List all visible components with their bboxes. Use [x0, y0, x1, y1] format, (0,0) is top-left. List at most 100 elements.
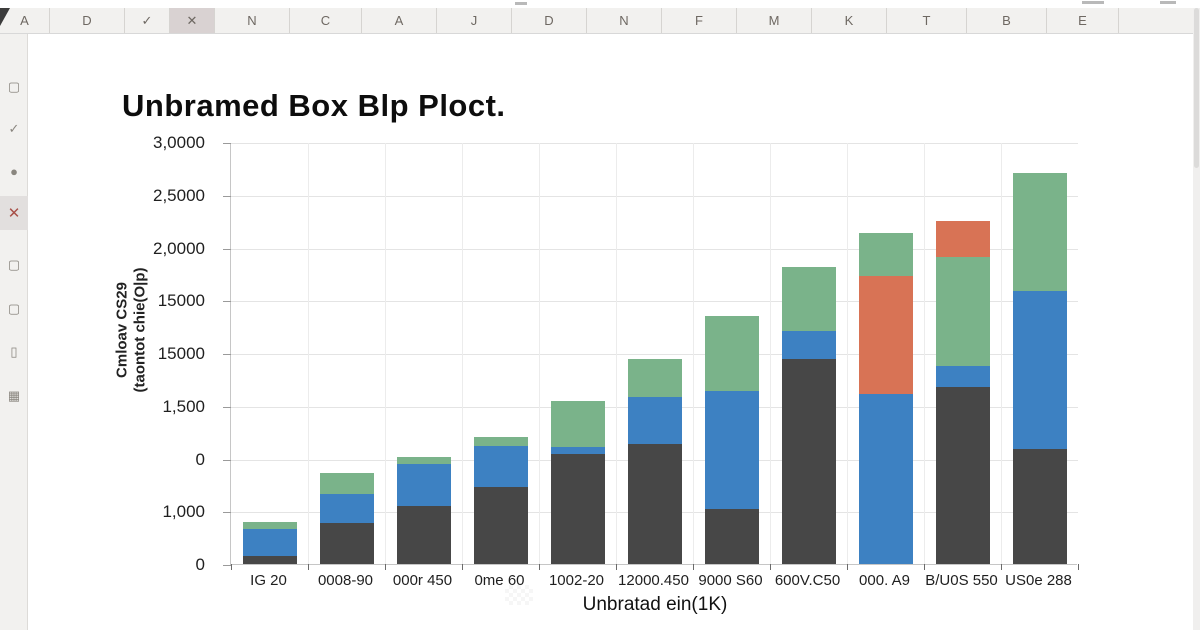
- x-tick-label: 000r 450: [392, 572, 453, 589]
- chart-plot-area: [223, 143, 1079, 570]
- select-all-corner[interactable]: [0, 8, 10, 26]
- stacked-bar[interactable]: [243, 521, 297, 564]
- stacked-bar[interactable]: [628, 358, 682, 564]
- bar-segment-blue[interactable]: [1013, 291, 1067, 449]
- column-header-b[interactable]: B: [967, 8, 1047, 33]
- column-header-m[interactable]: M: [737, 8, 812, 33]
- bar-segment-green[interactable]: [474, 437, 528, 446]
- column-header-a2[interactable]: A: [362, 8, 437, 33]
- column-header-c[interactable]: C: [290, 8, 362, 33]
- close-icon[interactable]: ✕: [0, 196, 28, 230]
- chart-title: Unbramed Box Blp Ploct.: [122, 88, 506, 123]
- top-edge-strip: [0, 0, 1200, 8]
- column-header-j[interactable]: J: [437, 8, 512, 33]
- vertical-scrollbar[interactable]: [1193, 8, 1200, 630]
- bar-segment-green[interactable]: [782, 267, 836, 331]
- stacked-bar[interactable]: [551, 400, 605, 564]
- bar-segment-dark[interactable]: [1013, 448, 1067, 564]
- gridline-vertical: [1001, 143, 1002, 565]
- x-tick-label: 000. A9: [859, 572, 910, 589]
- column-header-t[interactable]: T: [887, 8, 967, 33]
- column-header-d2[interactable]: D: [512, 8, 587, 33]
- bar-segment-green[interactable]: [243, 521, 297, 529]
- circle-icon[interactable]: ●: [10, 163, 18, 179]
- column-header-e-label: E: [1078, 13, 1087, 28]
- stacked-bar[interactable]: [782, 267, 836, 564]
- bar-segment-green[interactable]: [859, 233, 913, 276]
- column-header-k[interactable]: K: [812, 8, 887, 33]
- y-tick-label: 2,5000: [153, 186, 205, 205]
- accept-button[interactable]: ✓: [125, 8, 170, 33]
- bar-segment-blue[interactable]: [397, 464, 451, 507]
- bar-segment-blue[interactable]: [936, 365, 990, 387]
- bar-segment-green[interactable]: [936, 257, 990, 366]
- x-axis-tick: [231, 564, 232, 570]
- bar-segment-dark[interactable]: [474, 486, 528, 564]
- bar-segment-dark[interactable]: [397, 506, 451, 564]
- bar-segment-blue[interactable]: [705, 390, 759, 510]
- bar-segment-green[interactable]: [705, 316, 759, 391]
- x-axis-tick: [693, 564, 694, 570]
- bar-segment-green[interactable]: [397, 457, 451, 465]
- cancel-button[interactable]: ✕: [170, 8, 215, 33]
- bar-segment-dark[interactable]: [320, 523, 374, 564]
- y-tick-label: 2,0000: [153, 239, 205, 258]
- stacked-bar[interactable]: [936, 220, 990, 564]
- column-header-n1[interactable]: N: [215, 8, 290, 33]
- x-tick-label: 0008-90: [317, 572, 374, 589]
- column-header-n2[interactable]: N: [587, 8, 662, 33]
- grid-icon[interactable]: ▦: [7, 388, 21, 403]
- gridline-vertical: [924, 143, 925, 565]
- y-axis-title-line2: (taontot chie(O|p): [131, 267, 149, 393]
- frame-icon[interactable]: ▢: [7, 257, 21, 272]
- column-header-d2-label: D: [544, 13, 554, 28]
- check-icon[interactable]: ✓: [8, 121, 20, 136]
- stacked-bar[interactable]: [397, 457, 451, 564]
- column-header-d1[interactable]: D: [50, 8, 125, 33]
- column-header-e[interactable]: E: [1047, 8, 1119, 33]
- bar-segment-blue[interactable]: [782, 330, 836, 359]
- x-tick-label: B/U0S 550: [925, 572, 998, 589]
- bar-segment-dark[interactable]: [243, 555, 297, 564]
- bar-segment-dark[interactable]: [936, 386, 990, 564]
- column-header-a1[interactable]: A: [0, 8, 50, 33]
- bar-segment-blue[interactable]: [628, 396, 682, 445]
- bar-segment-blue[interactable]: [474, 445, 528, 487]
- x-axis-tick: [1001, 564, 1002, 570]
- column-header-f[interactable]: F: [662, 8, 737, 33]
- y-axis-tick: [223, 196, 231, 197]
- stacked-bar[interactable]: [1013, 173, 1067, 564]
- stacked-bar[interactable]: [474, 437, 528, 564]
- scrollbar-thumb[interactable]: [1194, 8, 1199, 168]
- bar-segment-dark[interactable]: [628, 444, 682, 564]
- toolbar-sidebar: ▢ ✓ ● ✕ ▢ ▢ ▯ ▦: [0, 34, 28, 630]
- x-axis-tick: [770, 564, 771, 570]
- bar-segment-blue[interactable]: [551, 447, 605, 455]
- bar-segment-blue[interactable]: [320, 493, 374, 524]
- bar-segment-blue[interactable]: [859, 393, 913, 564]
- stacked-bar[interactable]: [705, 316, 759, 564]
- cancel-button-label: ✕: [186, 12, 198, 28]
- bar-segment-red[interactable]: [859, 275, 913, 394]
- column-header-n2-label: N: [619, 13, 629, 28]
- bar-segment-dark[interactable]: [705, 509, 759, 564]
- y-tick-label: 15000: [157, 344, 205, 363]
- gridline-vertical: [385, 143, 386, 565]
- stacked-bar[interactable]: [320, 472, 374, 564]
- bar-segment-dark[interactable]: [782, 358, 836, 564]
- bar-segment-dark[interactable]: [551, 454, 605, 564]
- bar-segment-green[interactable]: [551, 400, 605, 448]
- stacked-bar[interactable]: [859, 233, 913, 564]
- bar-segment-red[interactable]: [936, 220, 990, 258]
- bar-segment-green[interactable]: [628, 358, 682, 397]
- bar-segment-blue[interactable]: [243, 528, 297, 556]
- gridline-horizontal: [231, 143, 1078, 144]
- panel-icon[interactable]: ▯: [10, 344, 18, 359]
- column-header-m-label: M: [768, 13, 780, 28]
- square-icon[interactable]: ▢: [7, 301, 21, 316]
- shape-icon[interactable]: ▢: [7, 79, 21, 94]
- x-axis-title: Unbratad ein(1K): [582, 594, 728, 615]
- bar-segment-green[interactable]: [320, 472, 374, 494]
- bar-segment-green[interactable]: [1013, 173, 1067, 292]
